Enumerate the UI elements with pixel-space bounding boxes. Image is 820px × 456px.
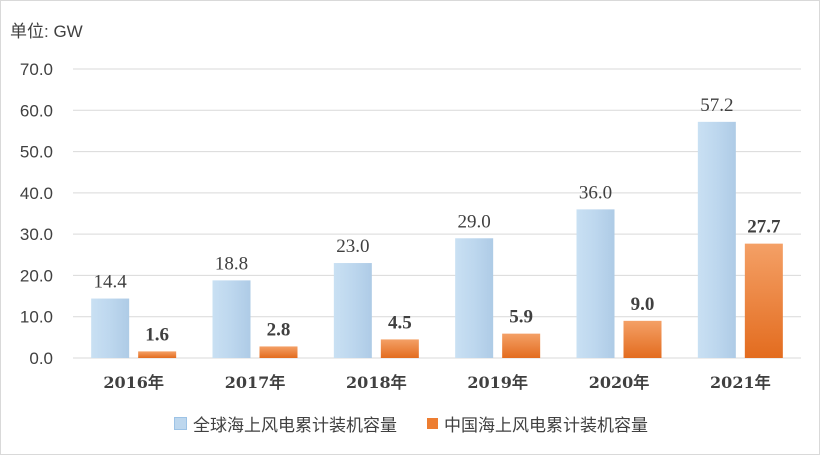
legend-item-china: 中国海上风电累计装机容量	[427, 411, 648, 436]
legend-swatch-china	[427, 418, 438, 429]
bar-china	[138, 351, 177, 358]
data-label-china: 27.7	[747, 217, 781, 238]
y-tick-label: 40.0	[20, 184, 53, 203]
bar-china	[259, 346, 298, 358]
legend-swatch-global	[174, 417, 187, 430]
data-label-global: 18.8	[215, 253, 248, 274]
bar-china	[744, 243, 783, 358]
bar-china	[623, 320, 662, 358]
legend-item-global: 全球海上风电累计装机容量	[174, 411, 397, 436]
x-tick-label: 2019年	[467, 373, 528, 392]
y-tick-label: 30.0	[20, 225, 53, 244]
legend-label-global: 全球海上风电累计装机容量	[193, 416, 397, 436]
data-label-china: 1.6	[145, 324, 169, 345]
legend: 全球海上风电累计装机容量 中国海上风电累计装机容量	[1, 411, 820, 436]
y-tick-label: 50.0	[20, 143, 53, 162]
data-label-china: 9.0	[631, 294, 655, 315]
data-label-china: 2.8	[267, 319, 291, 340]
data-label-global: 14.4	[94, 272, 128, 293]
y-tick-label: 0.0	[29, 349, 53, 368]
y-tick-label: 60.0	[20, 101, 53, 120]
data-label-global: 57.2	[700, 95, 733, 116]
data-label-global: 29.0	[458, 211, 491, 232]
x-tick-label: 2021年	[710, 373, 771, 392]
x-tick-label: 2020年	[589, 373, 650, 392]
data-label-global: 36.0	[579, 182, 612, 203]
bar-global	[91, 298, 130, 358]
bar-global	[697, 121, 736, 359]
bar-global	[212, 280, 251, 358]
unit-label: 单位: GW	[10, 22, 83, 41]
x-tick-label: 2018年	[346, 373, 407, 392]
bar-china	[502, 333, 541, 358]
bar-global	[333, 263, 372, 358]
data-label-china: 4.5	[388, 312, 412, 333]
data-label-china: 5.9	[509, 307, 533, 328]
bar-global	[576, 209, 615, 358]
bar-china	[380, 339, 419, 358]
data-label-global: 23.0	[336, 236, 369, 257]
x-tick-label: 2017年	[225, 373, 286, 392]
bar-global	[455, 238, 494, 358]
legend-label-china: 中国海上风电累计装机容量	[444, 416, 648, 436]
y-tick-label: 20.0	[20, 266, 53, 285]
y-tick-label: 70.0	[20, 60, 53, 79]
x-tick-label: 2016年	[103, 373, 164, 392]
y-tick-label: 10.0	[20, 308, 53, 327]
